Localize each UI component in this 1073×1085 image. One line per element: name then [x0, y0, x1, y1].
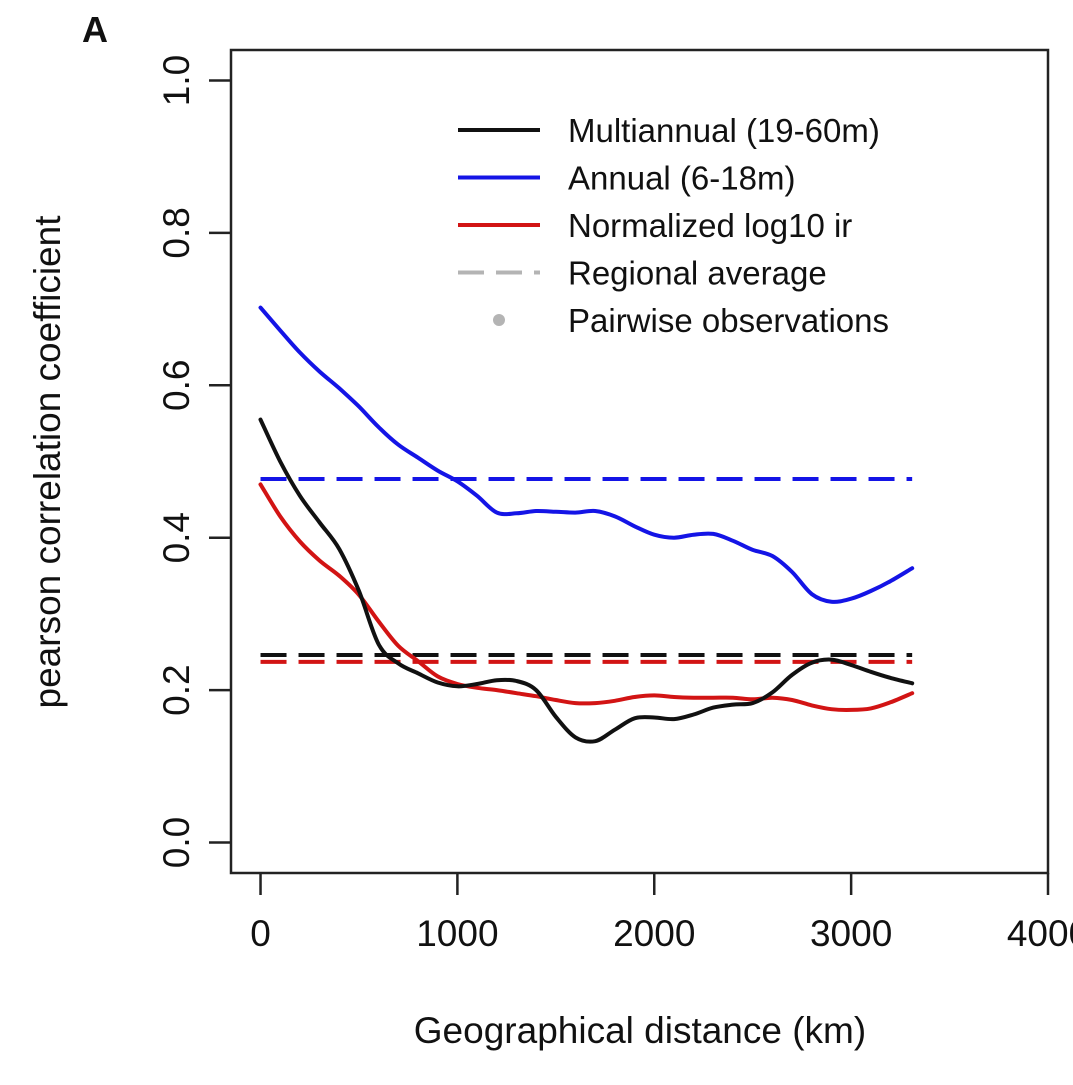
x-tick-label: 2000 [613, 913, 695, 954]
legend-label: Normalized log10 ir [568, 207, 852, 244]
y-tick-label: 1.0 [156, 55, 197, 106]
legend-label: Regional average [568, 255, 827, 292]
x-tick-label: 1000 [416, 913, 498, 954]
y-tick-label: 0.2 [156, 664, 197, 715]
legend-label: Annual (6-18m) [568, 160, 795, 197]
y-axis: 0.0 0.2 0.4 0.6 0.8 1.0 [156, 55, 231, 868]
x-tick-label: 4000 [1007, 913, 1073, 954]
x-axis: 0 1000 2000 3000 4000 [250, 873, 1073, 954]
y-axis-label: pearson correlation coefficient [27, 215, 68, 709]
x-tick-label: 0 [250, 913, 271, 954]
plot-frame [229, 48, 1050, 875]
x-tick-label: 3000 [810, 913, 892, 954]
x-axis-label: Geographical distance (km) [414, 1010, 866, 1051]
legend-label: Multiannual (19-60m) [568, 112, 880, 149]
regional-average-lines [260, 477, 913, 664]
panel-label: A [82, 9, 108, 50]
y-tick-label: 0.8 [156, 207, 197, 258]
y-tick-label: 0.4 [156, 512, 197, 563]
legend: Multiannual (19-60m) Annual (6-18m) Normal… [458, 112, 889, 339]
series-line [258, 482, 915, 712]
series-line [258, 417, 915, 744]
legend-label: Pairwise observations [568, 302, 889, 339]
legend-swatch [493, 314, 505, 326]
y-tick-label: 0.0 [156, 817, 197, 868]
series-lines [258, 305, 915, 744]
series-line [258, 305, 915, 604]
y-tick-label: 0.6 [156, 360, 197, 411]
